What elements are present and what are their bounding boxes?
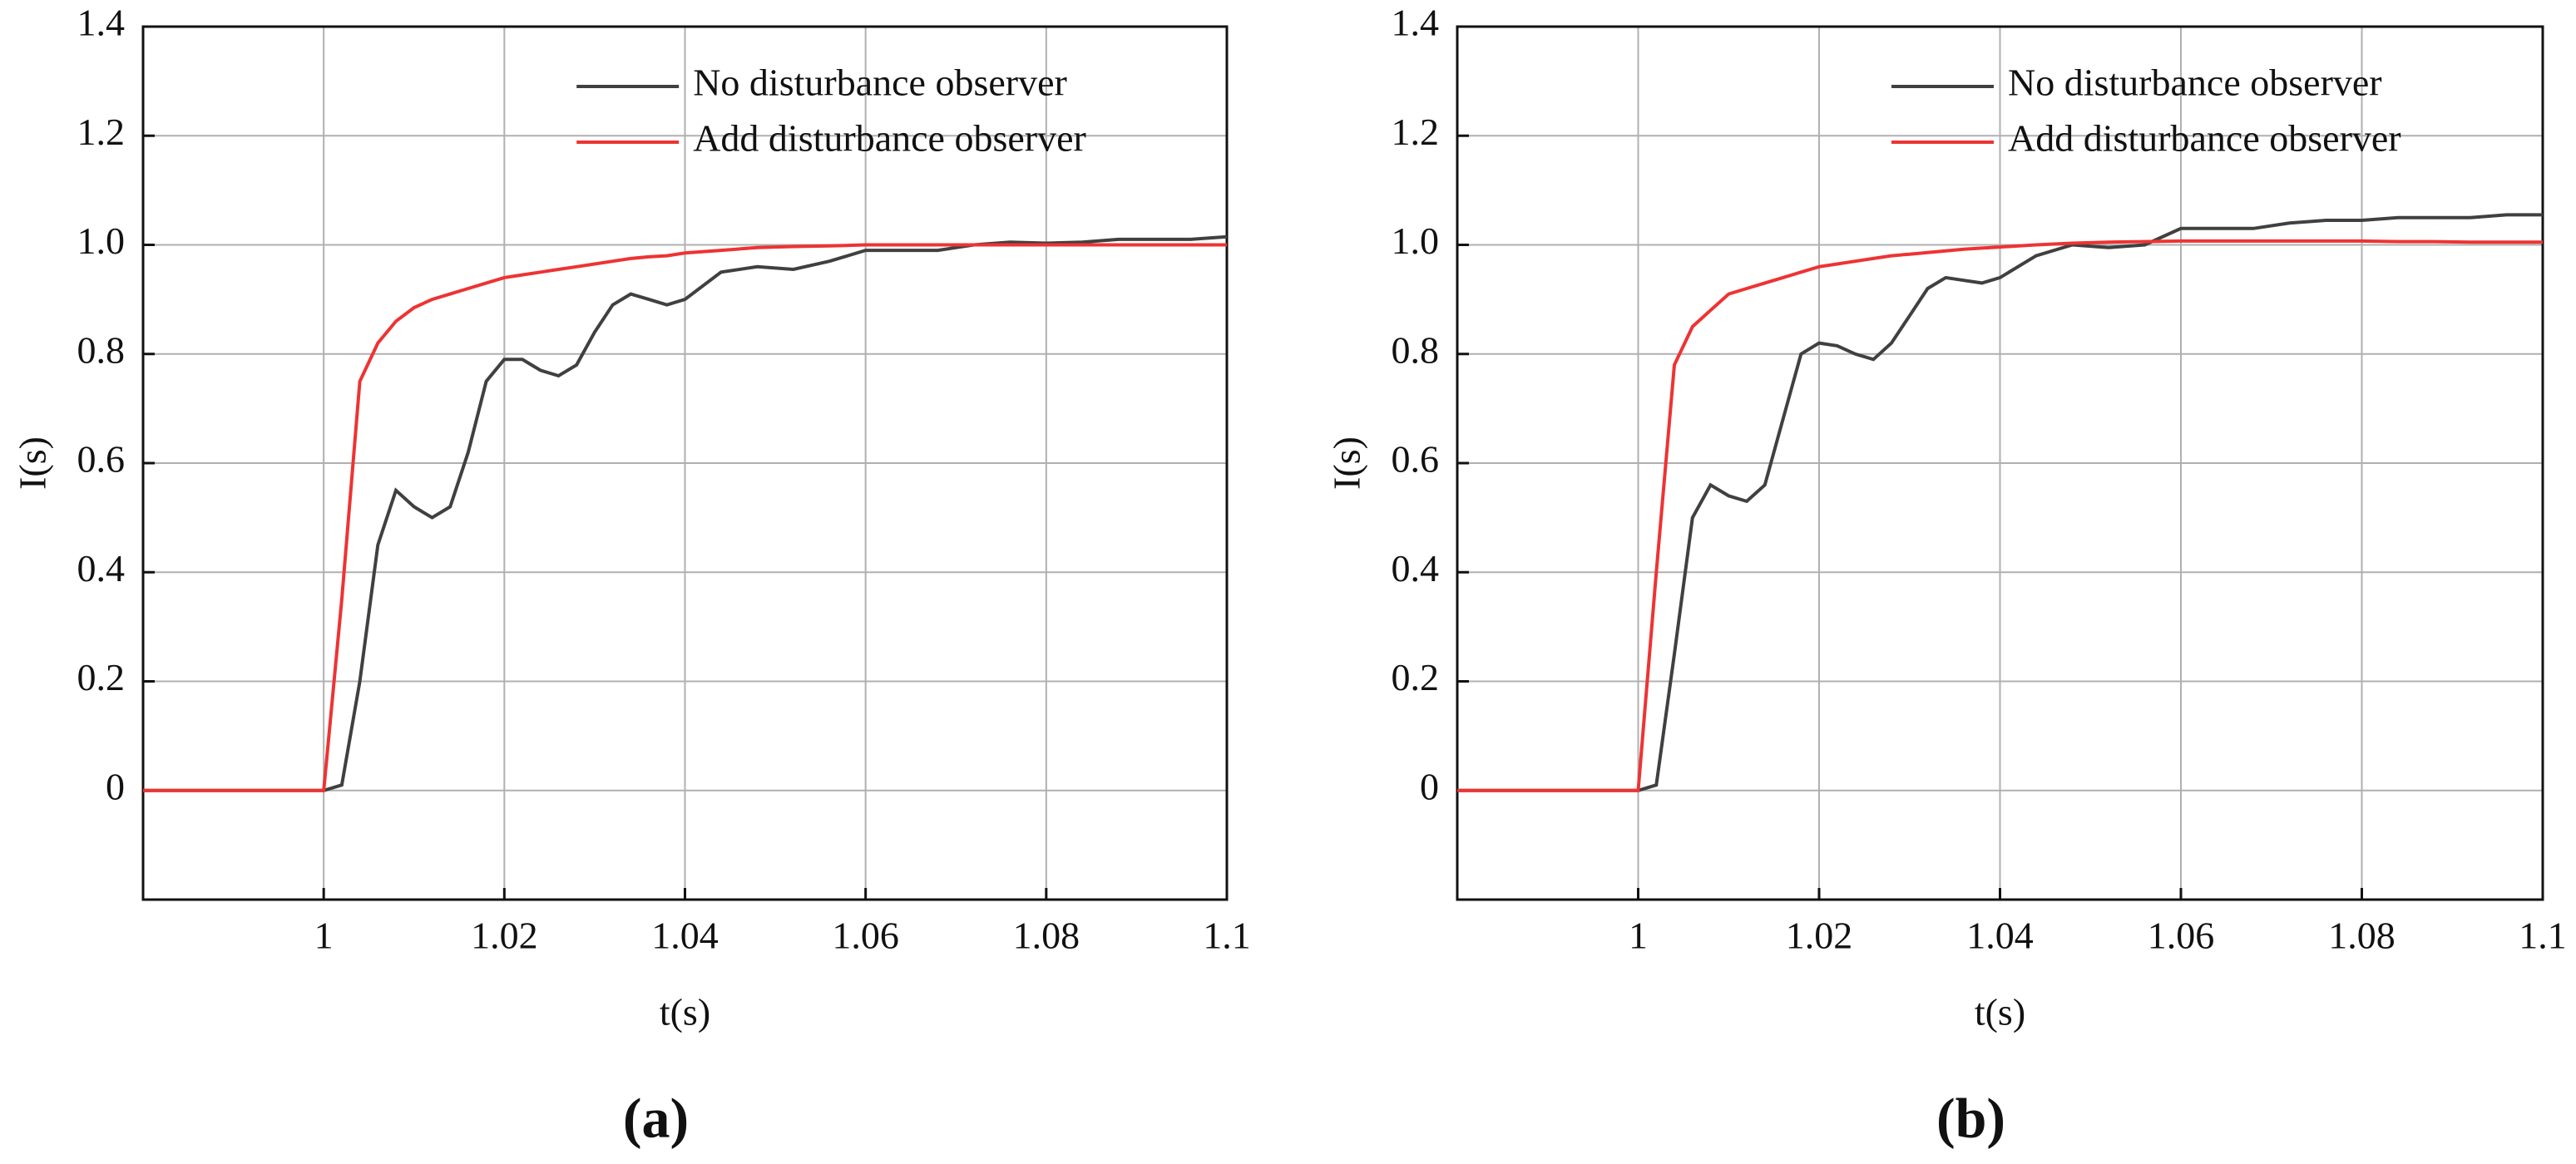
- legend-label: Add disturbance observer: [2008, 117, 2401, 160]
- series-line: [1457, 239, 2543, 792]
- y-tick-label: 1.2: [1392, 111, 1440, 153]
- plot-frame: [1456, 25, 2544, 901]
- legend-label: No disturbance observer: [2008, 62, 2382, 104]
- plot-frame: [141, 25, 1229, 901]
- y-tick-label: 1.0: [1392, 219, 1440, 262]
- x-tick-label: 1.06: [2148, 915, 2215, 957]
- x-tick-label: 1.06: [832, 915, 899, 957]
- x-axis-label: t(s): [1975, 991, 2025, 1033]
- x-tick-label: 1.08: [2328, 915, 2396, 957]
- y-tick-label: 0.6: [1392, 438, 1440, 481]
- x-tick-label: 1.1: [1203, 915, 1251, 957]
- x-tick-label: 1.04: [651, 915, 719, 957]
- y-axis-label: I(s): [12, 436, 54, 490]
- x-tick-label: 1.08: [1013, 915, 1080, 957]
- x-tick-label: 1.02: [1786, 915, 1853, 957]
- series-line: [1457, 213, 2543, 792]
- caption: (b): [1936, 1087, 2005, 1150]
- x-tick-label: 1: [314, 915, 334, 957]
- y-tick-label: 0.2: [1392, 656, 1440, 698]
- y-tick-label: 0: [1420, 765, 1439, 807]
- y-tick-label: 1.2: [77, 111, 126, 153]
- y-tick-label: 1.4: [1392, 2, 1440, 44]
- y-tick-label: 0.8: [77, 328, 126, 371]
- y-tick-label: 0.4: [1392, 547, 1440, 589]
- x-tick-label: 1.04: [1966, 915, 2034, 957]
- legend-label: Add disturbance observer: [693, 117, 1086, 160]
- x-tick-label: 1: [1629, 915, 1648, 957]
- series-line: [143, 243, 1227, 792]
- legend-label: No disturbance observer: [693, 62, 1067, 104]
- x-axis-label: t(s): [660, 991, 710, 1033]
- y-tick-label: 0.2: [77, 656, 126, 698]
- x-tick-label: 1.02: [471, 915, 538, 957]
- x-tick-label: 1.1: [2519, 915, 2567, 957]
- series-line: [143, 234, 1228, 792]
- caption: (a): [623, 1087, 689, 1150]
- y-tick-label: 0.4: [77, 547, 126, 589]
- y-tick-label: 1.4: [77, 2, 126, 44]
- y-tick-label: 0: [106, 765, 125, 807]
- y-tick-label: 0.6: [77, 438, 126, 481]
- y-tick-label: 0.8: [1392, 328, 1440, 371]
- y-axis-label: I(s): [1326, 436, 1368, 490]
- y-tick-label: 1.0: [77, 219, 126, 262]
